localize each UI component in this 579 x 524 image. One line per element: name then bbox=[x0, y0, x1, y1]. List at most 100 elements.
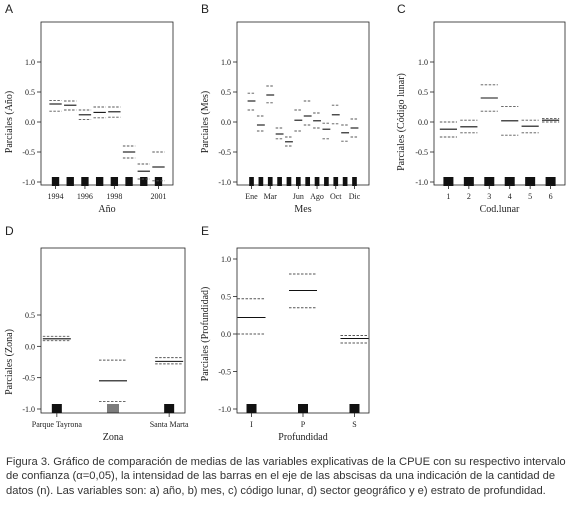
rug-bar bbox=[66, 177, 74, 186]
x-axis-label: Mes bbox=[294, 204, 311, 215]
y-tick-label: 0.0 bbox=[25, 118, 35, 127]
panel-letter: C bbox=[397, 2, 406, 16]
rug-bar bbox=[110, 177, 119, 186]
panel-letter: D bbox=[5, 224, 14, 238]
y-tick-label: -1.0 bbox=[415, 178, 428, 187]
rug-bar bbox=[125, 177, 133, 186]
x-tick-label: Dic bbox=[349, 192, 361, 201]
x-axis-label: Zona bbox=[103, 432, 124, 443]
rug-bar bbox=[140, 177, 148, 186]
y-tick-label: 1.0 bbox=[221, 255, 231, 264]
rug-bar bbox=[342, 177, 348, 186]
rug-bar bbox=[95, 177, 104, 186]
x-axis-label: Cod.lunar bbox=[480, 204, 520, 215]
x-tick-label: I bbox=[250, 420, 253, 429]
rug-bar bbox=[484, 177, 495, 186]
chart-panel-a: A 1.0 0.5 0.0 -0.5 -1.0 Parciales (Año) 1994 199… bbox=[4, 2, 174, 215]
rug-bar bbox=[277, 177, 282, 186]
plot-frame bbox=[433, 21, 566, 186]
y-tick-label: 1.0 bbox=[221, 58, 231, 67]
x-tick-label: 6 bbox=[549, 192, 553, 201]
x-tick-label: S bbox=[352, 420, 356, 429]
rug-bar bbox=[81, 177, 89, 186]
y-tick-label: 0.0 bbox=[221, 118, 231, 127]
y-tick-label: 0.5 bbox=[221, 293, 231, 302]
figure-caption: Figura 3. Gráfico de comparación de medi… bbox=[6, 456, 566, 497]
rug-bar bbox=[295, 177, 301, 186]
rug-bar bbox=[314, 177, 320, 186]
x-tick-label: 3 bbox=[487, 192, 491, 201]
rug-bar bbox=[504, 177, 515, 186]
rug-bar bbox=[463, 177, 474, 186]
rug-bar bbox=[324, 177, 329, 186]
y-tick-label: -0.5 bbox=[22, 148, 35, 157]
rug-bar bbox=[443, 177, 454, 186]
y-tick-label: -1.0 bbox=[22, 178, 35, 187]
rug-bar bbox=[525, 177, 536, 186]
x-tick-label: 1 bbox=[446, 192, 450, 201]
rug-bar bbox=[333, 177, 339, 186]
y-axis-label: Parciales (Profundidad) bbox=[200, 287, 211, 382]
panel-letter: B bbox=[201, 2, 209, 16]
y-tick-label: 0.5 bbox=[25, 88, 35, 97]
x-axis-label: Profundidad bbox=[278, 432, 327, 443]
chart-panel-d: D 0.5 0.0 -0.5 -1.0 Parciales (Zona) Parque Ta… bbox=[4, 224, 189, 443]
x-tick-label: 5 bbox=[528, 192, 532, 201]
plot-frame bbox=[236, 21, 370, 186]
y-tick-label: 1.0 bbox=[418, 58, 428, 67]
chart-panel-c: C 1.0 0.5 0.0 -0.5 -1.0 Parciales (Código luna… bbox=[396, 2, 566, 215]
rug-bar bbox=[258, 177, 264, 186]
plot-frame bbox=[40, 247, 186, 414]
y-tick-label: -0.5 bbox=[415, 148, 428, 157]
y-tick-label: -0.5 bbox=[218, 368, 231, 377]
y-tick-label: 1.0 bbox=[25, 58, 35, 67]
x-tick-label: Santa Marta bbox=[150, 420, 189, 429]
panel-letter: E bbox=[201, 224, 209, 238]
y-tick-label: -1.0 bbox=[218, 178, 231, 187]
rug-bar bbox=[298, 404, 308, 413]
rug-bar bbox=[267, 177, 273, 186]
y-tick-label: 0.5 bbox=[25, 311, 35, 320]
rug-bar bbox=[51, 177, 60, 186]
y-axis-label: Parciales (Zona) bbox=[4, 329, 15, 395]
y-tick-label: 0.5 bbox=[221, 88, 231, 97]
y-axis-label: Parciales (Año) bbox=[4, 91, 15, 153]
y-tick-label: -0.5 bbox=[218, 148, 231, 157]
rug-bar bbox=[51, 404, 62, 413]
rug-bar bbox=[246, 404, 257, 413]
y-axis-label: Parciales (Código lunar) bbox=[396, 73, 407, 171]
plot-frame bbox=[40, 21, 174, 186]
chart-panel-e: E 1.0 0.5 0.0 -0.5 -1.0 Parciales (Profundidad… bbox=[200, 224, 370, 443]
rug-bar bbox=[164, 404, 175, 413]
y-tick-label: -1.0 bbox=[218, 405, 231, 414]
x-tick-label: 2001 bbox=[150, 192, 166, 201]
y-tick-label: -0.5 bbox=[22, 374, 35, 383]
y-tick-label: 0.0 bbox=[25, 342, 35, 351]
x-tick-label: 1998 bbox=[106, 192, 122, 201]
x-tick-label: 1996 bbox=[77, 192, 93, 201]
rug-bar bbox=[154, 177, 163, 186]
y-axis-label: Parciales (Mes) bbox=[200, 91, 211, 153]
x-tick-label: Parque Tayrona bbox=[32, 420, 83, 429]
x-tick-label: 2 bbox=[467, 192, 471, 201]
rug-bar bbox=[349, 404, 360, 413]
x-tick-label: 4 bbox=[508, 192, 512, 201]
x-tick-label: Ago bbox=[310, 192, 324, 201]
y-tick-label: 0.0 bbox=[418, 118, 428, 127]
rug-bar bbox=[305, 177, 311, 186]
chart-panel-b: B 1.0 0.5 0.0 -0.5 -1.0 Parciales (Mes) Ene Mar J… bbox=[200, 2, 370, 215]
y-tick-label: 0.5 bbox=[418, 88, 428, 97]
x-tick-label: Mar bbox=[264, 192, 278, 201]
rug-bar bbox=[286, 177, 292, 186]
x-tick-label: Jun bbox=[293, 192, 304, 201]
rug-bar bbox=[352, 177, 357, 186]
plot-frame bbox=[236, 247, 370, 414]
y-tick-label: -1.0 bbox=[22, 405, 35, 414]
x-axis-label: Año bbox=[98, 204, 115, 215]
x-tick-label: Ene bbox=[245, 192, 258, 201]
x-tick-label: Oct bbox=[330, 192, 342, 201]
y-tick-label: 0.0 bbox=[221, 330, 231, 339]
rug-bar bbox=[545, 177, 556, 186]
rug-bar bbox=[249, 177, 254, 186]
